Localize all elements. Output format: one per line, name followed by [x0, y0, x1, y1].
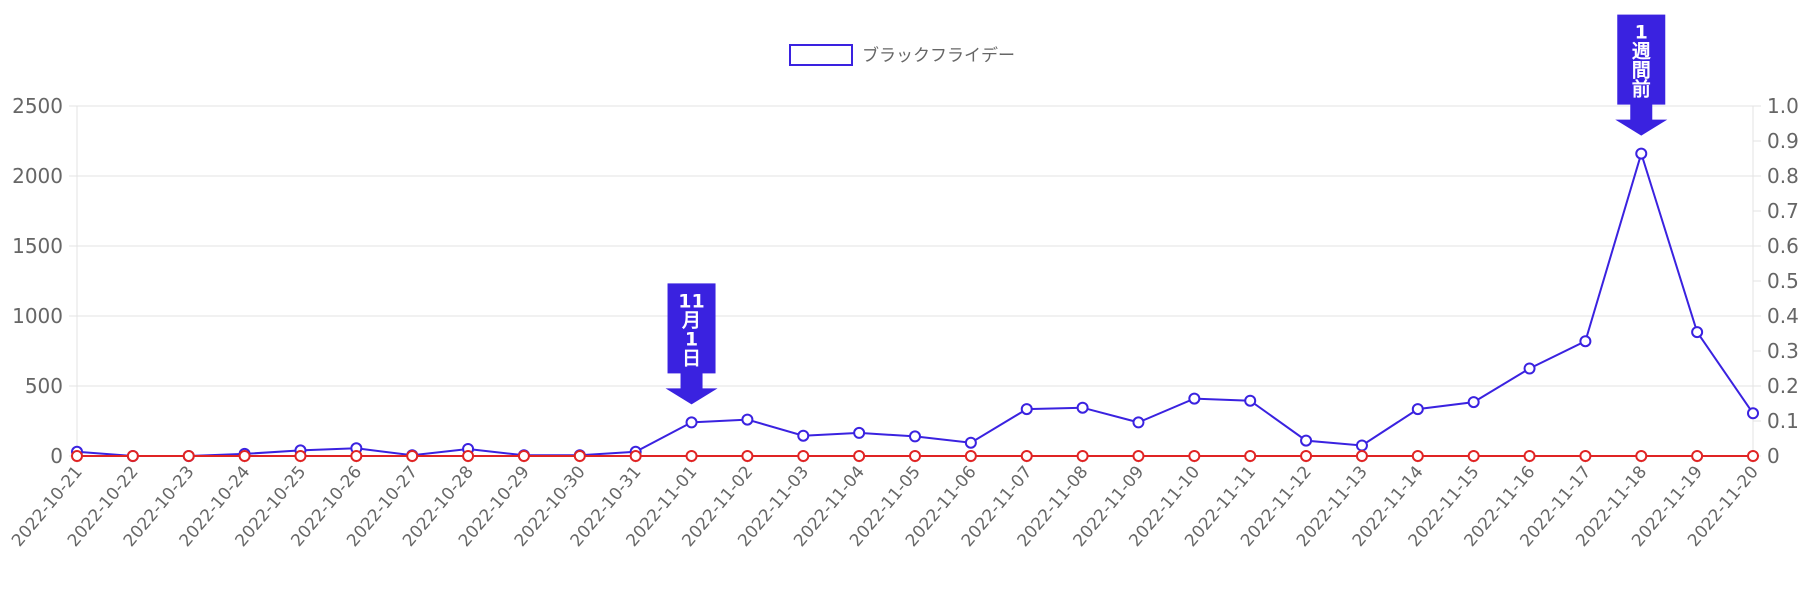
y-left-tick-label: 1000 — [12, 304, 63, 328]
data-point[interactable] — [182, 450, 195, 462]
data-point[interactable] — [406, 450, 419, 462]
data-point[interactable] — [350, 450, 363, 462]
data-point[interactable] — [1076, 450, 1089, 462]
data-point[interactable] — [797, 429, 810, 442]
y-left-tick-label: 1500 — [12, 234, 63, 258]
data-point[interactable] — [294, 450, 307, 462]
data-point[interactable] — [71, 450, 83, 462]
y-left-tick-label: 2000 — [12, 164, 63, 188]
data-point[interactable] — [1355, 450, 1368, 462]
data-point[interactable] — [1300, 450, 1313, 462]
data-point[interactable] — [964, 436, 977, 449]
y-right-tick-label: 1.0 — [1767, 94, 1799, 118]
y-right-tick-label: 0.9 — [1767, 129, 1799, 153]
data-point[interactable] — [1411, 450, 1424, 462]
y-right-tick-label: 0.1 — [1767, 409, 1799, 433]
data-point[interactable] — [1635, 147, 1648, 160]
data-point[interactable] — [741, 413, 754, 426]
data-point[interactable] — [1132, 416, 1145, 429]
data-point[interactable] — [1300, 434, 1313, 447]
annotation-label: 1 — [1635, 22, 1648, 44]
data-point[interactable] — [1523, 450, 1536, 462]
data-point[interactable] — [1467, 450, 1480, 462]
data-point[interactable] — [909, 450, 921, 462]
annotation-box — [667, 283, 716, 374]
annotation-label: 前 — [1632, 78, 1651, 101]
y-right-tick-label: 0.6 — [1767, 234, 1799, 258]
data-point[interactable] — [1467, 396, 1480, 409]
data-point[interactable] — [462, 450, 475, 462]
data-point[interactable] — [964, 450, 977, 462]
data-point[interactable] — [1188, 392, 1201, 405]
legend-swatch[interactable] — [789, 44, 853, 66]
annotation-label: 11 — [678, 290, 704, 312]
data-point[interactable] — [797, 450, 810, 462]
annotation-arrow — [1615, 119, 1668, 136]
y-right-tick-label: 0.5 — [1767, 269, 1799, 293]
data-point[interactable] — [1691, 450, 1704, 462]
data-point[interactable] — [1747, 450, 1759, 462]
data-point[interactable] — [1188, 450, 1201, 462]
data-point[interactable] — [573, 450, 586, 462]
data-point[interactable] — [741, 450, 754, 462]
data-point[interactable] — [1579, 335, 1592, 348]
annotation-label: 間 — [1632, 60, 1651, 82]
y-left-tick-label: 0 — [50, 444, 63, 468]
data-point[interactable] — [1076, 401, 1089, 414]
data-point[interactable] — [1355, 439, 1368, 452]
data-point[interactable] — [1020, 450, 1033, 462]
data-point[interactable] — [1579, 450, 1592, 462]
grid-lines — [69, 105, 1761, 463]
data-point[interactable] — [685, 416, 698, 429]
series-layer — [71, 147, 1759, 462]
data-point[interactable] — [629, 450, 642, 462]
annotation-label: 月 — [681, 309, 701, 331]
legend[interactable]: ブラックフライデー — [789, 44, 1015, 66]
y-left-tick-label: 500 — [25, 374, 63, 398]
y-right-tick-label: 0.8 — [1767, 164, 1799, 188]
data-point[interactable] — [1635, 450, 1648, 462]
y-right-tick-label: 0 — [1767, 444, 1780, 468]
y-axis-right: 0 0.1 0.2 0.3 0.4 0.5 0.6 0.7 0.8 0.9 1.0 — [1767, 94, 1799, 468]
annotation-arrow — [665, 388, 718, 405]
annotation-stem — [680, 372, 703, 390]
data-point[interactable] — [1244, 394, 1257, 407]
annotation-label: 日 — [682, 347, 701, 369]
y-right-tick-label: 0.2 — [1767, 374, 1799, 398]
data-point[interactable] — [1523, 362, 1536, 375]
y-axis-left: 0 500 1000 1500 2000 2500 — [12, 94, 63, 468]
y-left-tick-label: 2500 — [12, 94, 63, 118]
annotation-box — [1617, 14, 1666, 105]
annotation-label: 1 — [685, 328, 698, 350]
data-point[interactable] — [1244, 450, 1257, 462]
y-right-tick-label: 0.4 — [1767, 304, 1799, 328]
x-axis: 2022-10-212022-10-222022-10-232022-10-24… — [8, 462, 1763, 551]
data-point[interactable] — [1132, 450, 1145, 462]
legend-label[interactable]: ブラックフライデー — [862, 45, 1015, 66]
y-right-tick-label: 0.3 — [1767, 339, 1799, 363]
data-point[interactable] — [1691, 326, 1704, 339]
data-point[interactable] — [909, 430, 921, 443]
data-point[interactable] — [853, 426, 866, 439]
series-line-1 — [76, 150, 1754, 457]
data-point[interactable] — [238, 450, 251, 462]
data-point[interactable] — [517, 450, 530, 462]
data-point[interactable] — [1411, 403, 1424, 416]
data-point[interactable] — [1747, 407, 1759, 420]
data-point[interactable] — [685, 450, 698, 462]
data-point[interactable] — [126, 450, 139, 462]
annotation-label: 週 — [1632, 41, 1651, 63]
y-right-tick-label: 0.7 — [1767, 199, 1799, 223]
data-point[interactable] — [1020, 403, 1033, 416]
annotation-stem — [1630, 103, 1653, 121]
data-point[interactable] — [853, 450, 866, 462]
